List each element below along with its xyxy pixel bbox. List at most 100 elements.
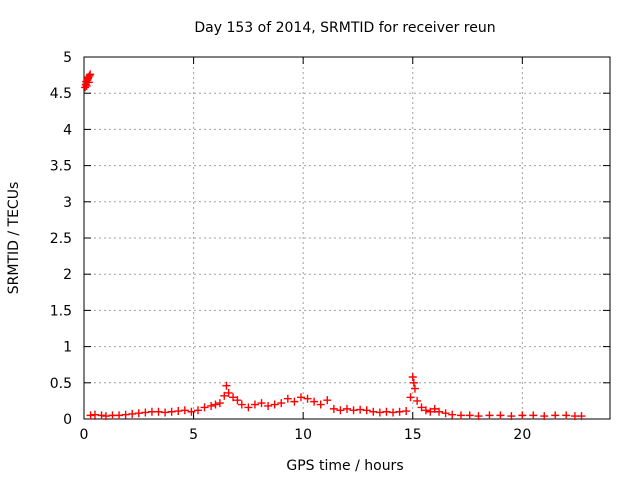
data-point [220, 391, 229, 400]
data-point [375, 408, 384, 417]
data-point [115, 411, 124, 420]
data-point [180, 406, 189, 415]
data-point [128, 409, 137, 418]
data-point [270, 400, 279, 409]
y-tick-label: 3.5 [50, 159, 72, 175]
data-point [211, 400, 220, 409]
data-point [200, 403, 209, 412]
y-tick-label: 4 [63, 122, 72, 138]
data-point [474, 412, 483, 421]
y-tick-label: 5 [63, 50, 72, 66]
data-point [529, 411, 538, 420]
data-point [485, 411, 494, 420]
data-point [257, 399, 266, 408]
y-tick-label: 4.5 [50, 86, 72, 102]
data-point [426, 407, 435, 416]
grid [84, 57, 610, 419]
data-point [356, 405, 365, 414]
data-point [90, 410, 99, 419]
y-tick-labels: 0 0.5 1 1.5 2 2.5 3 3.5 4 4.5 5 [50, 50, 72, 428]
data-point [296, 393, 305, 402]
x-tick-label: 5 [189, 427, 198, 443]
data-point [343, 404, 351, 413]
y-tick-label: 0.5 [50, 376, 72, 392]
data-point [382, 407, 391, 416]
data-point [141, 408, 150, 417]
data-point [362, 406, 371, 415]
x-axis-label: GPS time / hours [286, 458, 403, 474]
x-tick-label: 20 [513, 427, 531, 443]
data-point [336, 406, 345, 415]
data-point [323, 396, 332, 405]
data-point [121, 410, 130, 419]
data-point [187, 407, 196, 416]
data-point [369, 407, 378, 416]
x-tick-labels: 0 5 10 15 20 [80, 427, 532, 443]
data-point [224, 388, 233, 397]
data-point [448, 410, 457, 419]
data-point [551, 411, 560, 420]
data-point [97, 411, 106, 420]
data-point [207, 401, 216, 410]
data-point [465, 411, 474, 420]
data-point [329, 404, 338, 413]
data-point [316, 400, 325, 409]
plot-frame [83, 56, 611, 420]
data-point [86, 70, 95, 79]
data-point [410, 384, 419, 393]
y-tick-label: 2 [63, 267, 72, 283]
data-point [518, 411, 527, 420]
data-point [222, 381, 231, 390]
data-point [402, 407, 411, 416]
y-axis-label: SRMTID / TECUs [6, 182, 22, 295]
data-point [408, 373, 417, 382]
data-point [430, 404, 439, 413]
data-point [496, 411, 505, 420]
data-point [161, 408, 170, 417]
x-tick-label: 10 [294, 427, 312, 443]
data-point [435, 407, 444, 416]
data-point [562, 411, 571, 420]
y-tick-label: 0 [63, 412, 72, 428]
data-point [577, 412, 586, 421]
data-points [81, 70, 586, 421]
data-point [417, 403, 426, 412]
data-point [395, 407, 404, 416]
chart-title: Day 153 of 2014, SRMTID for receiver reu… [194, 20, 495, 36]
data-point [250, 400, 259, 409]
data-point [174, 407, 183, 416]
data-point [303, 394, 312, 403]
data-point [101, 412, 110, 421]
data-point [86, 411, 95, 420]
y-tick-label: 2.5 [50, 231, 72, 247]
data-point [233, 396, 242, 405]
data-point [237, 400, 246, 409]
data-point [277, 399, 286, 408]
data-point [421, 406, 430, 415]
data-point [456, 411, 465, 420]
y-tick-label: 3 [63, 195, 72, 211]
data-point [349, 406, 358, 415]
x-tick-label: 15 [404, 427, 422, 443]
data-point [406, 393, 415, 402]
data-point [229, 393, 238, 402]
data-point [409, 378, 418, 387]
data-point [507, 412, 516, 421]
data-point [441, 409, 450, 418]
data-point [244, 403, 253, 412]
y-tick-label: 1 [63, 340, 72, 356]
tick-marks [83, 56, 610, 420]
data-point [290, 397, 299, 406]
x-tick-label: 0 [80, 427, 89, 443]
y-tick-label: 1.5 [50, 303, 72, 319]
data-point [134, 409, 143, 418]
data-point [215, 399, 224, 408]
data-point [389, 408, 398, 417]
data-point [310, 397, 319, 406]
data-point [413, 396, 422, 405]
data-point [264, 401, 273, 410]
data-point [193, 406, 202, 415]
data-point [540, 412, 549, 421]
data-point [154, 407, 163, 416]
